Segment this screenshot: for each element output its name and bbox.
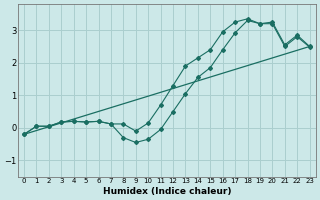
X-axis label: Humidex (Indice chaleur): Humidex (Indice chaleur) bbox=[103, 187, 231, 196]
